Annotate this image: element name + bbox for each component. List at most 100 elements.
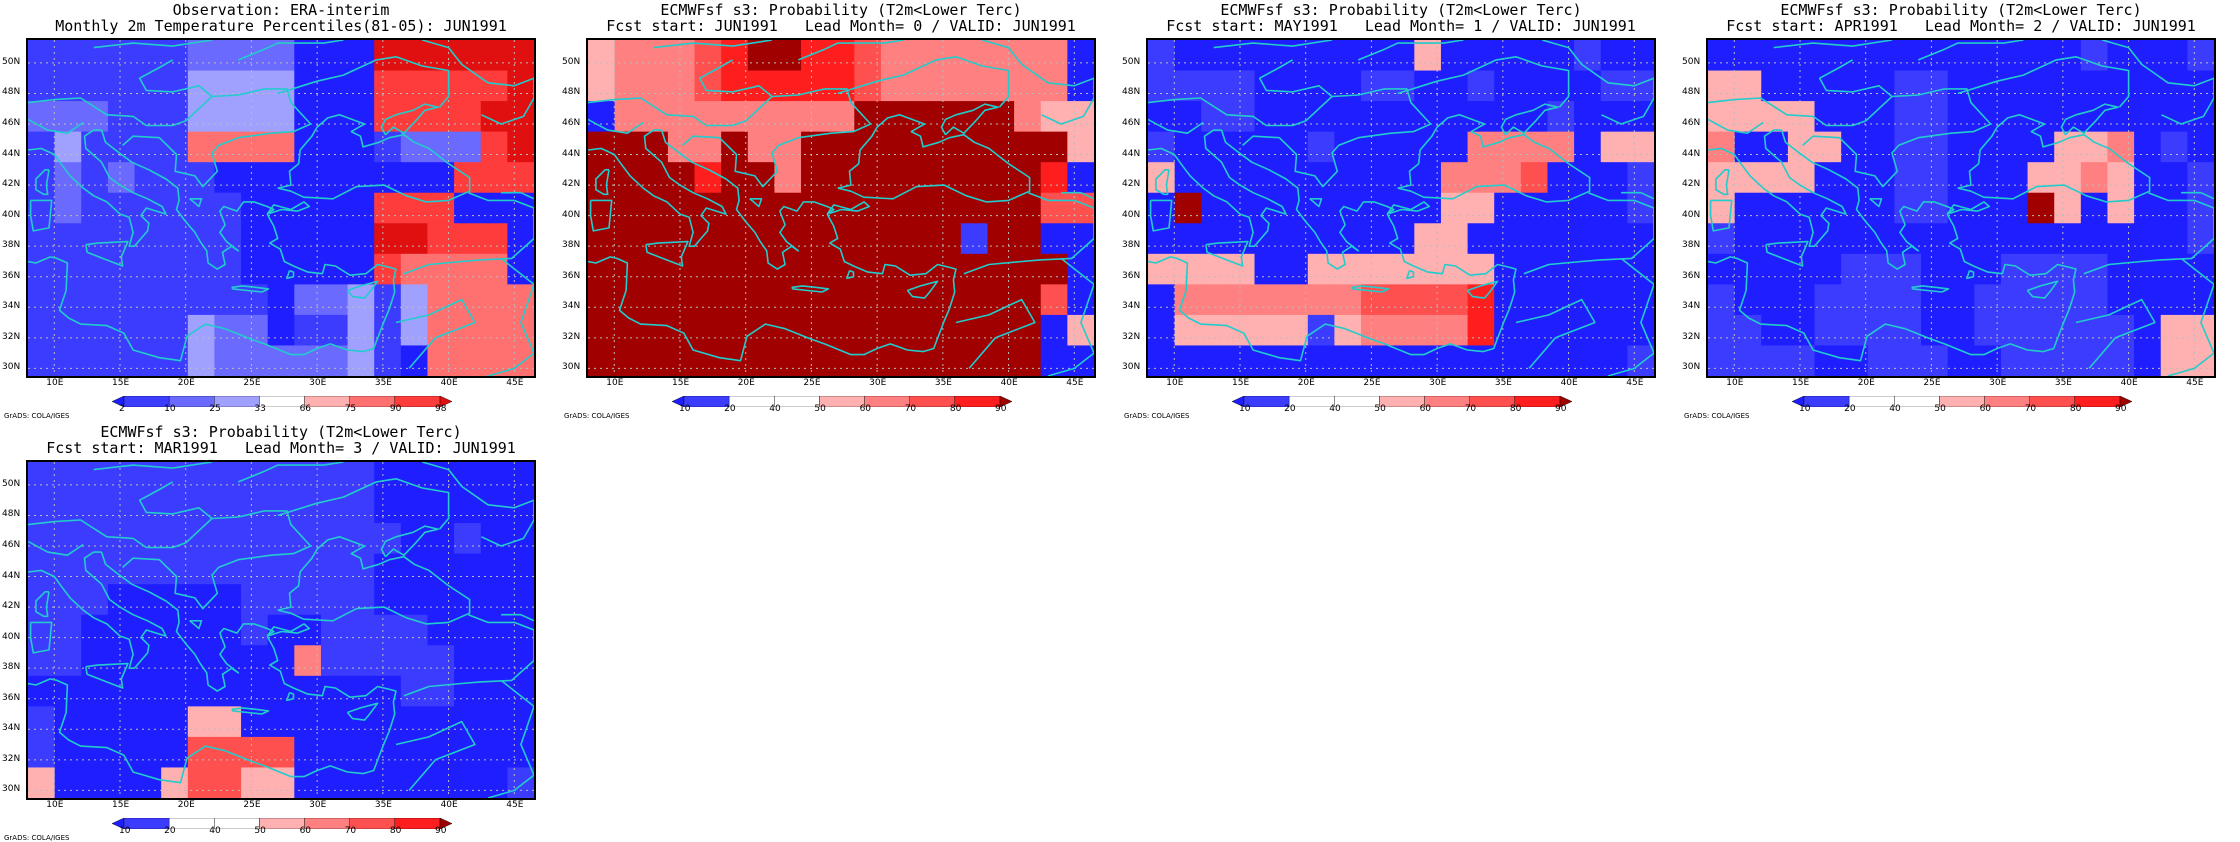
grid-cell xyxy=(2134,162,2162,194)
lat-tick-label: 40N xyxy=(2,631,21,642)
grid-cell xyxy=(588,314,616,347)
grid-cell xyxy=(880,314,909,347)
colorbar-swatch xyxy=(999,395,1013,408)
coastline xyxy=(1917,40,2024,61)
grid-cell xyxy=(1867,314,1896,347)
grid-cell xyxy=(507,131,534,163)
grid-cell xyxy=(480,70,508,102)
grid-cell xyxy=(1708,284,1736,316)
grid-cell xyxy=(267,492,295,524)
grid-cell xyxy=(294,70,322,102)
panel-title: ECMWFsf s3: Probability (T2m<Lower Terc) xyxy=(660,1,1022,19)
grid-cell xyxy=(1708,70,1736,102)
grid-cell xyxy=(801,345,829,376)
colorbar-swatch xyxy=(259,395,305,408)
coastline xyxy=(1466,280,1499,299)
lat-tick-label: 36N xyxy=(2,270,21,281)
map-plot xyxy=(1146,38,1656,378)
grid-cell xyxy=(294,462,322,494)
grid-cell xyxy=(2187,192,2214,224)
grid-cell xyxy=(1547,223,1575,255)
lon-tick-label: 20E xyxy=(1297,378,1315,388)
grid-cell xyxy=(1387,101,1415,133)
grid-cell xyxy=(1334,70,1362,102)
colorbar xyxy=(1231,392,1573,408)
colorbar-label: 50 xyxy=(814,404,826,414)
grid-cell xyxy=(480,736,508,769)
colorbar-swatch xyxy=(819,395,865,408)
grid-cell xyxy=(507,553,534,585)
grid-cell xyxy=(1014,314,1042,347)
lat-tick-label: 34N xyxy=(1682,301,1701,312)
grid-cell xyxy=(161,645,189,677)
colorbar-label: 10 xyxy=(164,404,176,414)
grid-cell xyxy=(374,675,402,707)
grid-cell xyxy=(107,70,136,102)
grid-cell xyxy=(1494,284,1522,316)
grid-cell xyxy=(161,253,189,285)
grid-cell xyxy=(1841,70,1869,102)
grid-cell xyxy=(54,192,82,224)
grads-credit: GrADS: COLA/IGES xyxy=(4,834,70,842)
grid-cell xyxy=(1281,314,1309,347)
grid-cell xyxy=(28,767,56,798)
grid-cell xyxy=(267,675,295,707)
colorbar-label: 20 xyxy=(724,404,736,414)
lat-tick-label: 48N xyxy=(2,87,21,98)
grid-cell xyxy=(1067,162,1094,194)
grid-cell xyxy=(480,462,508,494)
grid-cell xyxy=(507,614,534,646)
lat-tick-label: 46N xyxy=(1682,118,1701,128)
grid-cell xyxy=(507,645,534,677)
grid-cell xyxy=(161,70,189,102)
coastline xyxy=(2167,257,2214,376)
map-panel: Observation: ERA-interim Monthly 2m Tempe… xyxy=(2,0,588,420)
lat-tick-label: 30N xyxy=(2,784,21,795)
grid-cell xyxy=(28,131,56,163)
grid-cell xyxy=(2054,284,2082,316)
grid-cell xyxy=(241,614,269,646)
grid-cell xyxy=(320,223,349,255)
colorbar-swatch xyxy=(2029,395,2076,408)
coastline xyxy=(1523,191,1654,275)
coastline xyxy=(1242,88,1432,188)
grid-cell xyxy=(2000,253,2029,285)
coastline xyxy=(1357,40,1464,61)
grid-cell xyxy=(1201,223,1229,255)
grid-cell xyxy=(134,345,162,376)
grid-cell xyxy=(1307,345,1336,376)
grid-cell xyxy=(667,284,696,316)
panel-title: ECMWFsf s3: Probability (T2m<Lower Terc) xyxy=(1220,1,1582,19)
grid-cell xyxy=(241,645,269,677)
coastline xyxy=(1220,129,1395,270)
grid-cell xyxy=(2054,40,2082,72)
grid-cell xyxy=(641,223,669,255)
grid-cell xyxy=(1761,40,1789,72)
grid-cell xyxy=(934,314,962,347)
grid-cell xyxy=(1467,192,1495,224)
grid-cell xyxy=(241,314,269,347)
grid-cell xyxy=(588,70,616,102)
coastline xyxy=(93,462,213,471)
lon-tick-label: 15E xyxy=(1792,378,1810,388)
lon-tick-label: 30E xyxy=(309,378,327,388)
grid-cell xyxy=(2187,284,2214,316)
lat-tick-label: 50N xyxy=(2,478,21,489)
grid-cell xyxy=(1708,40,1736,72)
coastline xyxy=(286,691,295,702)
grid-cell xyxy=(1734,192,1762,224)
grid-cell xyxy=(1174,162,1202,194)
colorbar-label: 50 xyxy=(254,826,266,836)
grid-cell xyxy=(480,192,508,224)
grid-cell xyxy=(1520,284,1549,316)
coastline xyxy=(588,213,957,362)
grid-cell xyxy=(374,284,402,316)
grid-cell xyxy=(507,40,534,72)
grid-cell xyxy=(747,192,776,224)
grid-cell xyxy=(1921,314,1949,347)
lon-tick-label: 40E xyxy=(440,378,458,388)
lat-tick-label: 46N xyxy=(2,540,21,550)
lon-tick-label: 35E xyxy=(934,378,952,388)
grid-cell xyxy=(2080,284,2109,316)
grid-cell xyxy=(694,162,722,194)
